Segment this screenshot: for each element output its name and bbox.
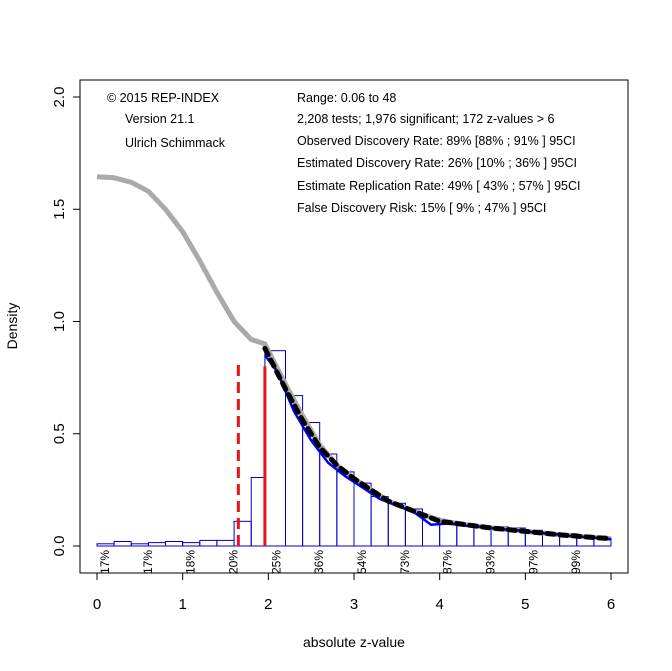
- histogram-bar: [147, 542, 166, 547]
- histogram-bar: [130, 543, 149, 547]
- histogram-bars: [96, 350, 612, 547]
- histogram-bar: [165, 541, 184, 547]
- histogram-bar: [182, 542, 201, 547]
- x-tick-label: 2: [264, 596, 272, 613]
- percent-label: 93%: [484, 550, 498, 574]
- axes: 0 1 2 3 4 5 6 0.0 0.5 1.0 1.5 2.0: [51, 87, 615, 613]
- histogram-bar: [216, 539, 235, 547]
- x-tick-label: 0: [93, 596, 101, 613]
- reference-lines: [236, 364, 267, 546]
- y-tick-label: 0.0: [51, 536, 68, 557]
- annotation-range: Range: 0.06 to 48: [297, 91, 396, 105]
- percent-labels: 17% 17% 18% 20% 25% 36% 54% 73% 87% 93% 97% 99%: [98, 550, 583, 574]
- annotation-err: Estimate Replication Rate: 49% [ 43% ; 5…: [297, 179, 580, 193]
- annotation-author: Ulrich Schimmack: [125, 136, 226, 150]
- y-tick-label: 1.5: [51, 199, 68, 220]
- histogram-bar: [370, 496, 389, 547]
- y-axis-title: Density: [4, 303, 20, 350]
- percent-label: 54%: [355, 550, 369, 574]
- x-axis-title: absolute z-value: [303, 634, 405, 650]
- blue-density-curve: [263, 354, 612, 541]
- histogram-bar: [336, 471, 355, 547]
- histogram-bar: [96, 543, 115, 547]
- percent-label: 18%: [184, 550, 198, 574]
- histogram-bar: [113, 541, 132, 547]
- percent-label: 25%: [269, 550, 283, 574]
- x-tick-label: 5: [521, 596, 529, 613]
- annotation-odr: Observed Discovery Rate: 89% [88% ; 91% …: [297, 134, 576, 148]
- percent-label: 17%: [141, 550, 155, 574]
- percent-label: 17%: [98, 550, 112, 574]
- annotation-version: Version 21.1: [125, 112, 195, 126]
- annotation-edr: Estimated Discovery Rate: 26% [10% ; 36%…: [297, 156, 577, 170]
- percent-label: 20%: [227, 550, 241, 574]
- histogram-bar: [233, 520, 252, 547]
- annotation-tests: 2,208 tests; 1,976 significant; 172 z-va…: [297, 112, 555, 126]
- fitted-dashed-curve: [262, 345, 614, 542]
- y-tick-label: 2.0: [51, 87, 68, 108]
- percent-label: 97%: [526, 550, 540, 574]
- x-tick-label: 1: [178, 596, 186, 613]
- y-tick-label: 0.5: [51, 423, 68, 444]
- histogram-bar: [387, 502, 406, 547]
- percent-label: 99%: [569, 550, 583, 574]
- percent-label: 36%: [312, 550, 326, 574]
- annotation-fdr: False Discovery Risk: 15% [ 9% ; 47% ] 9…: [297, 201, 546, 215]
- x-tick-label: 3: [350, 596, 358, 613]
- annotation-copyright: © 2015 REP-INDEX: [107, 91, 220, 105]
- x-tick-label: 4: [436, 596, 444, 613]
- histogram-bar: [250, 477, 266, 547]
- percent-label: 73%: [398, 550, 412, 574]
- y-tick-label: 1.0: [51, 311, 68, 332]
- curves: [96, 174, 614, 542]
- histogram-bar: [199, 539, 218, 547]
- percent-label: 87%: [441, 550, 455, 574]
- x-tick-label: 6: [607, 596, 615, 613]
